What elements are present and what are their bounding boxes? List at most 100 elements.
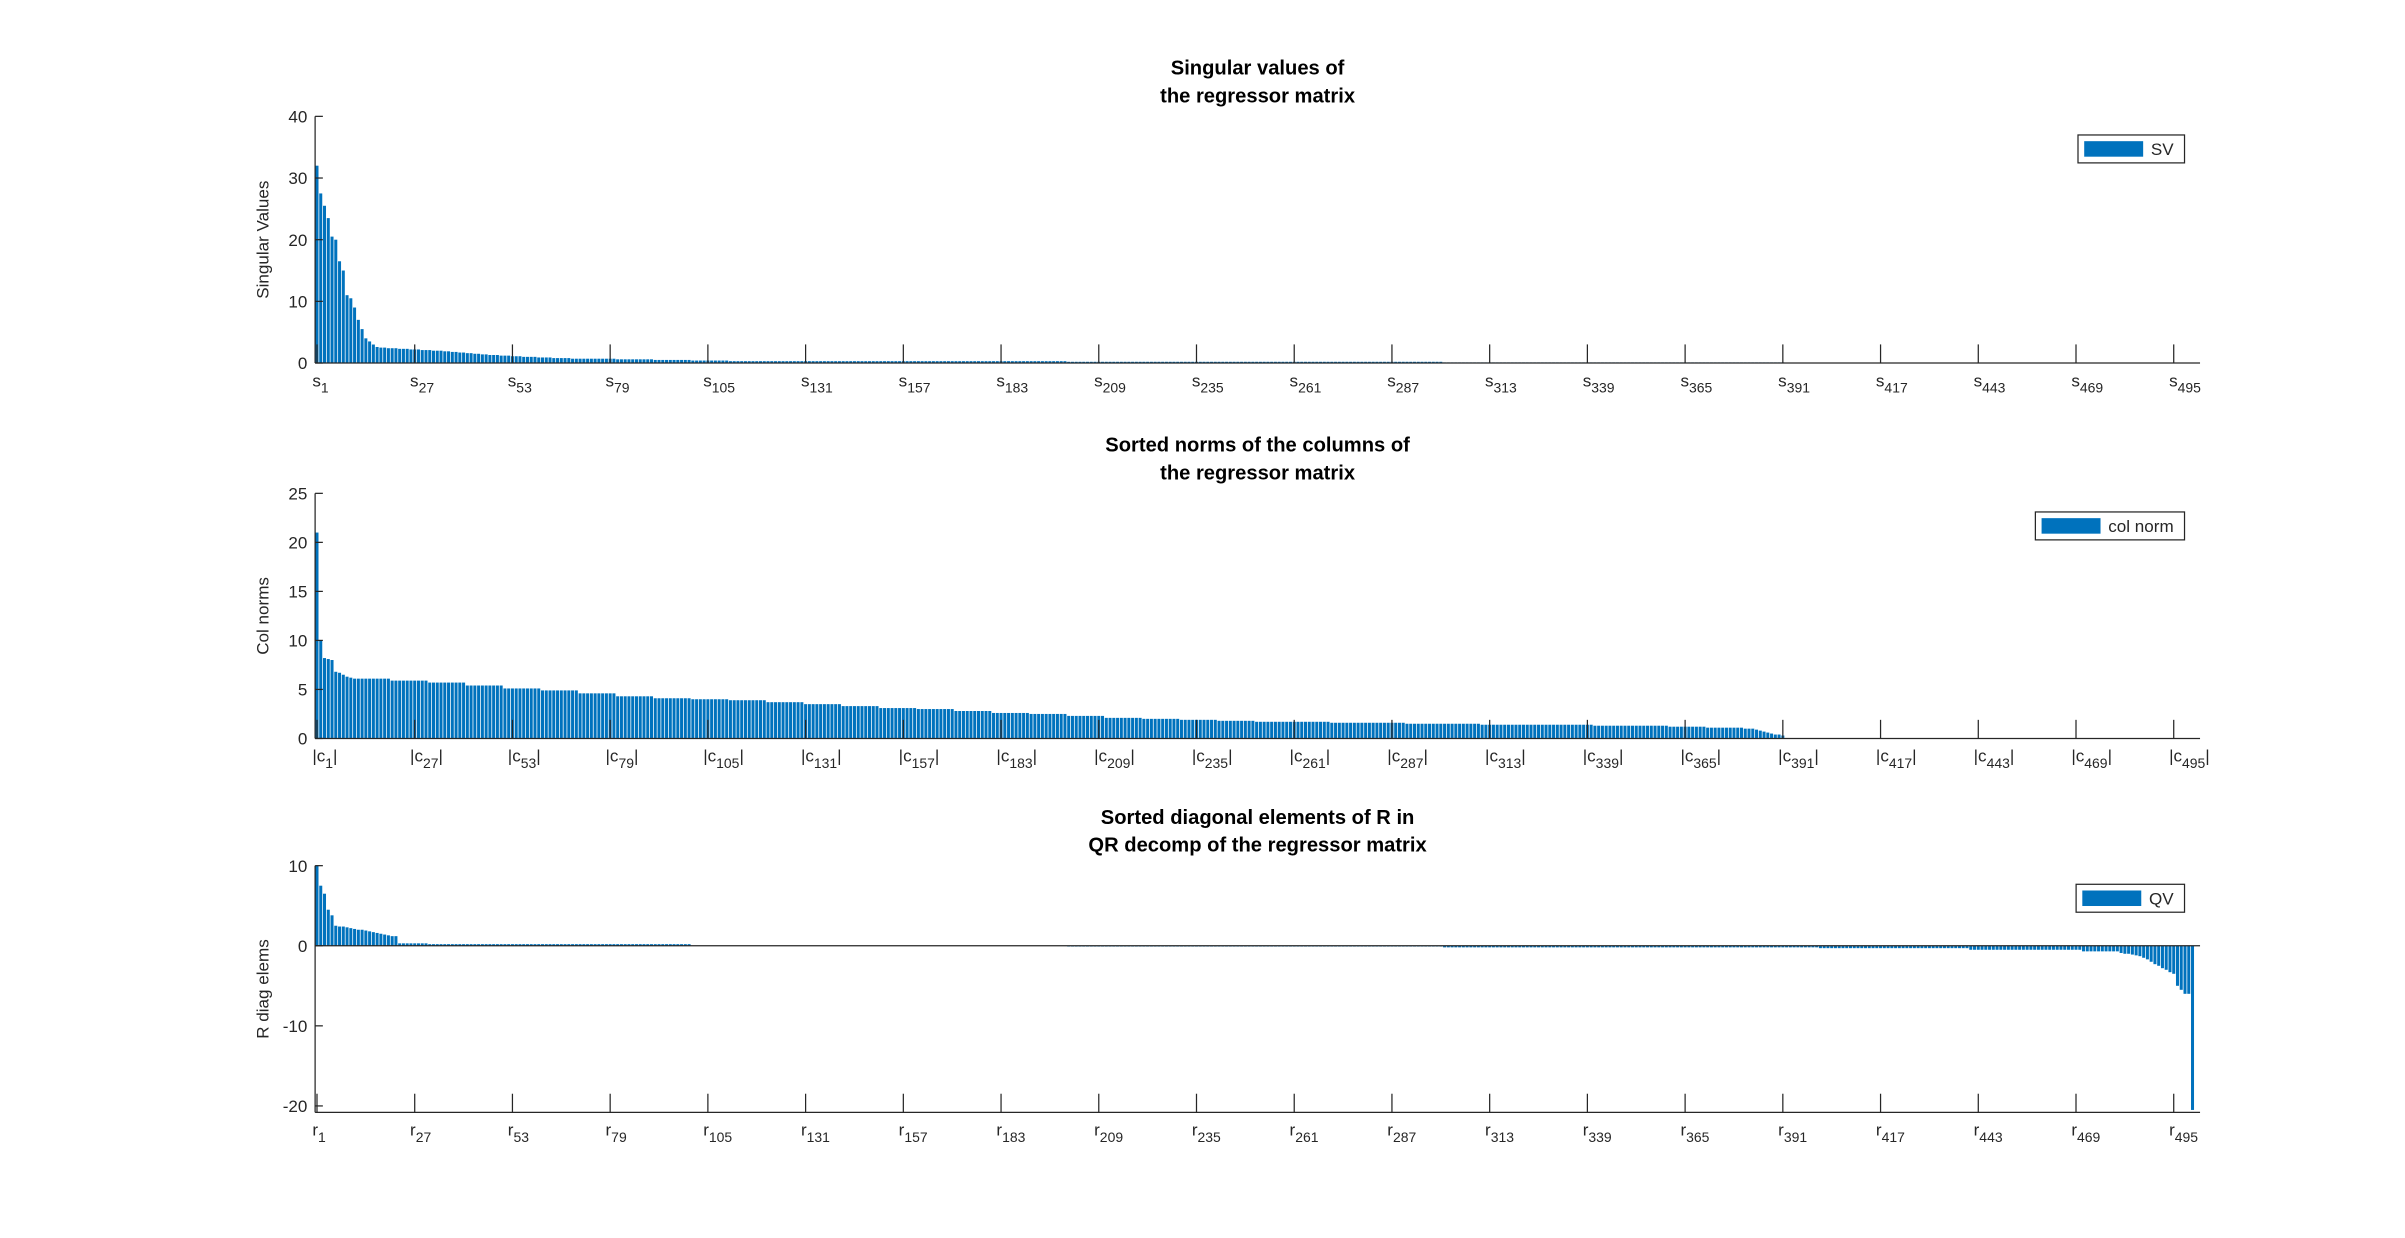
bar bbox=[1480, 945, 1484, 948]
bar bbox=[792, 702, 796, 739]
bar bbox=[762, 361, 766, 364]
x-tick-label: |c261| bbox=[1290, 747, 1331, 771]
bar bbox=[480, 685, 484, 739]
x-tick-label: |c417| bbox=[1876, 747, 1917, 771]
legend-label: SV bbox=[2151, 140, 2174, 159]
x-tick-label: r391 bbox=[1778, 1121, 1807, 1145]
bar bbox=[484, 685, 488, 739]
bar bbox=[984, 711, 988, 739]
bar bbox=[807, 704, 811, 739]
bar bbox=[710, 699, 714, 739]
bar bbox=[1537, 945, 1541, 948]
bar bbox=[1307, 721, 1311, 739]
bar bbox=[469, 944, 473, 946]
bar bbox=[1612, 945, 1616, 948]
bar bbox=[1424, 723, 1428, 739]
bar bbox=[943, 709, 947, 739]
bar bbox=[1454, 723, 1458, 739]
bar bbox=[616, 696, 620, 739]
bar bbox=[770, 702, 774, 739]
x-tick-label: r495 bbox=[2169, 1121, 2198, 1145]
bar bbox=[1473, 945, 1477, 948]
bar bbox=[537, 357, 541, 364]
y-tick-label: 5 bbox=[298, 681, 307, 700]
bar bbox=[1589, 945, 1593, 948]
bar bbox=[1394, 722, 1398, 739]
bar bbox=[1875, 945, 1879, 949]
bar bbox=[484, 944, 488, 946]
bar bbox=[326, 909, 330, 946]
bar bbox=[1116, 717, 1120, 739]
bar bbox=[2127, 945, 2131, 954]
bar bbox=[1634, 725, 1638, 739]
bar bbox=[980, 711, 984, 739]
bar bbox=[559, 944, 563, 946]
bar bbox=[916, 709, 920, 739]
bar bbox=[439, 682, 443, 739]
bar bbox=[886, 708, 890, 739]
bar bbox=[743, 700, 747, 739]
bar bbox=[875, 361, 879, 364]
bar bbox=[1063, 361, 1067, 364]
bar bbox=[507, 944, 511, 946]
bar bbox=[398, 348, 402, 364]
bar bbox=[1446, 723, 1450, 739]
bar bbox=[984, 361, 988, 364]
bar bbox=[1131, 717, 1135, 739]
bar bbox=[634, 696, 638, 739]
bar bbox=[2191, 945, 2195, 1110]
bar bbox=[755, 700, 759, 739]
bar bbox=[364, 930, 368, 946]
bar bbox=[961, 711, 965, 739]
bar bbox=[1552, 724, 1556, 739]
bar bbox=[1029, 713, 1033, 739]
bar bbox=[2055, 945, 2059, 950]
bar bbox=[1221, 720, 1225, 739]
bar bbox=[341, 926, 345, 946]
bar bbox=[435, 350, 439, 364]
bar bbox=[1570, 945, 1574, 948]
bar bbox=[364, 338, 368, 364]
bar bbox=[751, 700, 755, 739]
bar bbox=[1773, 945, 1777, 948]
bar bbox=[864, 361, 868, 364]
bar bbox=[1375, 722, 1379, 739]
bar bbox=[1999, 945, 2003, 950]
bar bbox=[1676, 945, 1680, 948]
bar bbox=[646, 944, 650, 946]
bar bbox=[1980, 945, 1984, 950]
bar bbox=[1597, 725, 1601, 739]
bar bbox=[394, 680, 398, 739]
bar bbox=[965, 361, 969, 364]
bar bbox=[1627, 725, 1631, 739]
bar bbox=[450, 944, 454, 946]
bar bbox=[2130, 945, 2134, 955]
x-tick-label: r157 bbox=[899, 1121, 928, 1145]
bar bbox=[341, 674, 345, 739]
bar bbox=[375, 678, 379, 739]
bar bbox=[1612, 725, 1616, 739]
bar bbox=[1078, 715, 1082, 739]
bar bbox=[1469, 945, 1473, 948]
bar bbox=[1570, 724, 1574, 739]
bar bbox=[1634, 945, 1638, 948]
bar bbox=[1067, 715, 1071, 739]
bar bbox=[525, 944, 529, 946]
x-tick-label: s131 bbox=[801, 371, 833, 395]
bar bbox=[578, 358, 582, 364]
bar bbox=[601, 693, 605, 739]
bar bbox=[1758, 945, 1762, 948]
bar bbox=[1743, 728, 1747, 739]
bar bbox=[822, 361, 826, 364]
bar bbox=[1743, 945, 1747, 948]
x-tick-label: s313 bbox=[1485, 371, 1517, 395]
x-tick-label: r53 bbox=[508, 1121, 529, 1145]
bar bbox=[1563, 945, 1567, 948]
bar bbox=[473, 944, 477, 946]
bar bbox=[548, 690, 552, 739]
bar bbox=[1582, 724, 1586, 739]
bar bbox=[913, 708, 917, 739]
bar bbox=[1007, 361, 1011, 364]
x-tick-label: |c391| bbox=[1778, 747, 1819, 771]
bar bbox=[1661, 725, 1665, 739]
